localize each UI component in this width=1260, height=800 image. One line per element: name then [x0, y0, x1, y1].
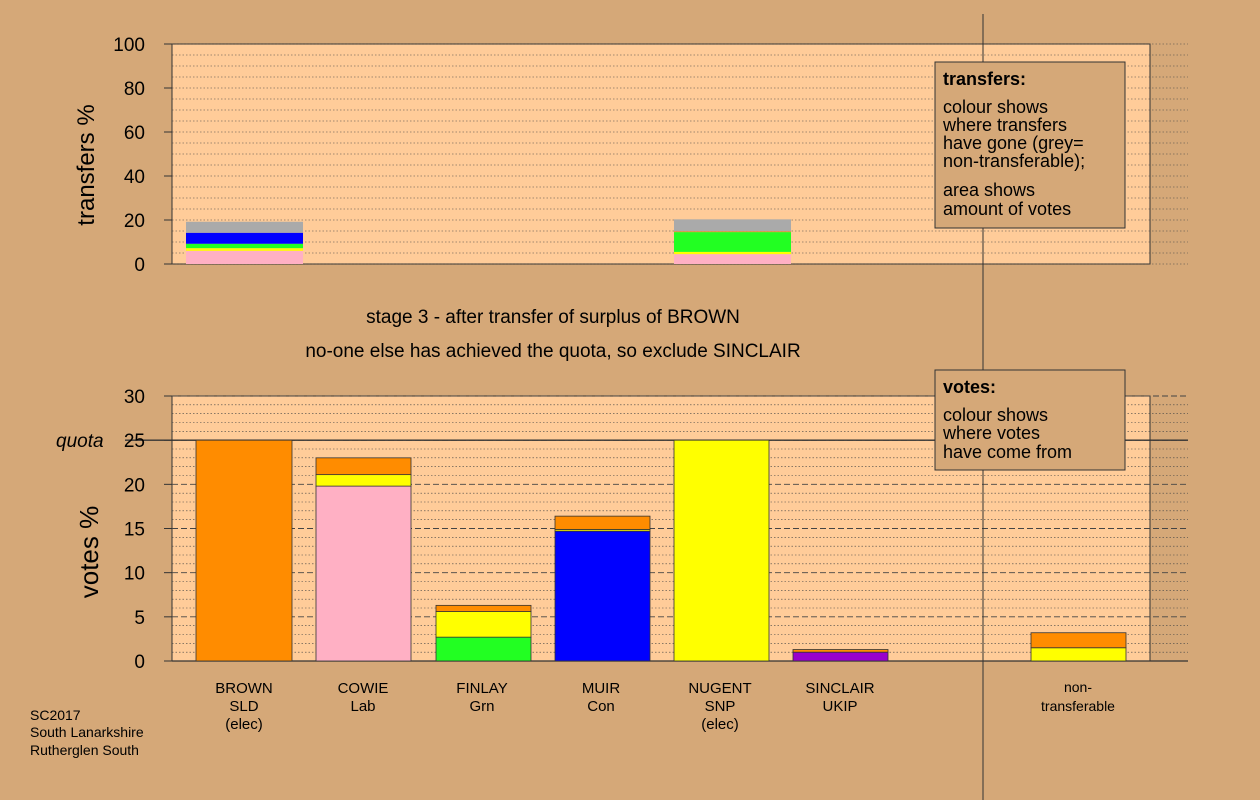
- candidate-name: COWIE: [338, 680, 389, 697]
- transfers-bars: [186, 219, 791, 264]
- vote-segment-orange: [435, 604, 532, 612]
- footer-election: SC2017: [30, 707, 81, 723]
- votes-bars: [195, 439, 1127, 662]
- vote-segment-yellow: [435, 611, 532, 638]
- vote-segment-green: [435, 636, 532, 662]
- vote-segment-orange: [195, 439, 293, 662]
- candidate-name: NUGENT: [688, 680, 751, 697]
- transfer-segment-green: [186, 243, 303, 249]
- transfer-segment-green: [674, 232, 791, 252]
- vote-segment-yellow: [315, 474, 412, 487]
- y-tick-label: 20: [124, 475, 145, 496]
- candidate-labels: BROWNSLD(elec)COWIELabFINLAYGrnMUIRConNU…: [215, 680, 875, 733]
- vote-segment-orange: [315, 457, 412, 476]
- y-tick-label: 30: [124, 387, 145, 408]
- vote-segment-orange: [554, 515, 651, 530]
- transfers-y-axis-label: transfers %: [73, 104, 100, 225]
- transfers-legend-line: area shows: [943, 180, 1035, 200]
- transfers-y-ticks: 0 20 40 60 80 100: [113, 35, 172, 276]
- vote-segment-purple: [792, 651, 889, 662]
- y-tick-label: 10: [124, 564, 145, 585]
- y-tick-label: 80: [124, 79, 145, 100]
- vote-segment-blue: [554, 530, 651, 662]
- vote-segment-orange: [792, 649, 889, 653]
- y-tick-label: 0: [134, 255, 145, 276]
- transfer-segment-pink: [674, 254, 791, 264]
- votes-legend-title: votes:: [943, 377, 996, 397]
- candidate-party: SNP: [705, 698, 736, 715]
- transfers-legend-line: where transfers: [942, 115, 1067, 135]
- transfer-segment-yellow: [186, 248, 303, 251]
- y-tick-label: 5: [134, 608, 145, 629]
- footer-ward: Rutherglen South: [30, 742, 139, 758]
- transfers-legend-line: amount of votes: [943, 199, 1071, 219]
- y-tick-label: 25: [124, 431, 145, 452]
- transfer-segment-orange: [674, 231, 791, 233]
- transfer-segment-yellow: [674, 251, 791, 255]
- candidate-name: FINLAY: [456, 680, 507, 697]
- votes-legend-line: where votes: [942, 423, 1040, 443]
- votes-legend-box: votes: colour shows where votes have com…: [934, 369, 1126, 471]
- candidate-name: MUIR: [582, 680, 620, 697]
- y-tick-label: 15: [124, 520, 145, 541]
- vote-segment-pink: [315, 485, 412, 662]
- y-tick-label: 100: [113, 35, 145, 56]
- transfer-segment-blue: [186, 232, 303, 244]
- votes-y-axis-label: votes %: [74, 506, 104, 599]
- footer-council: South Lanarkshire: [30, 724, 144, 740]
- candidate-party: UKIP: [822, 698, 857, 715]
- votes-y-ticks: 0 5 10 15 20 25 30: [124, 387, 172, 673]
- nontransferable-label-line2: transferable: [1041, 698, 1115, 714]
- transfers-legend-line: colour shows: [943, 97, 1048, 117]
- vote-segment-yellow: [1030, 647, 1127, 662]
- candidate-party: Grn: [469, 698, 494, 715]
- transfer-segment-grey: [186, 221, 303, 233]
- votes-legend-line: colour shows: [943, 405, 1048, 425]
- vote-segment-orange: [1030, 632, 1127, 649]
- candidate-name: BROWN: [215, 680, 273, 697]
- candidate-party: Lab: [350, 698, 375, 715]
- stage-description: stage 3 - after transfer of surplus of B…: [366, 307, 740, 328]
- candidate-party: SLD: [229, 698, 258, 715]
- y-tick-label: 60: [124, 123, 145, 144]
- transfer-segment-pink: [186, 250, 303, 264]
- candidate-status: (elec): [701, 716, 739, 733]
- candidate-status: (elec): [225, 716, 263, 733]
- quota-label: quota: [56, 431, 104, 452]
- y-tick-label: 0: [134, 652, 145, 673]
- exclusion-description: no-one else has achieved the quota, so e…: [305, 341, 800, 362]
- transfers-legend-line: have gone (grey=: [943, 133, 1084, 153]
- votes-legend-line: have come from: [943, 442, 1072, 462]
- nontransferable-label-line1: non-: [1064, 679, 1092, 695]
- candidate-name: SINCLAIR: [805, 680, 874, 697]
- transfers-legend-title: transfers:: [943, 69, 1026, 89]
- candidate-party: Con: [587, 698, 615, 715]
- y-tick-label: 20: [124, 211, 145, 232]
- transfers-legend-line: non-transferable);: [943, 151, 1085, 171]
- transfers-gridlines: [172, 43, 1188, 265]
- y-tick-label: 40: [124, 167, 145, 188]
- transfer-segment-grey: [674, 219, 791, 232]
- vote-segment-yellow: [673, 439, 770, 662]
- transfers-legend-box: transfers: colour shows where transfers …: [934, 61, 1126, 229]
